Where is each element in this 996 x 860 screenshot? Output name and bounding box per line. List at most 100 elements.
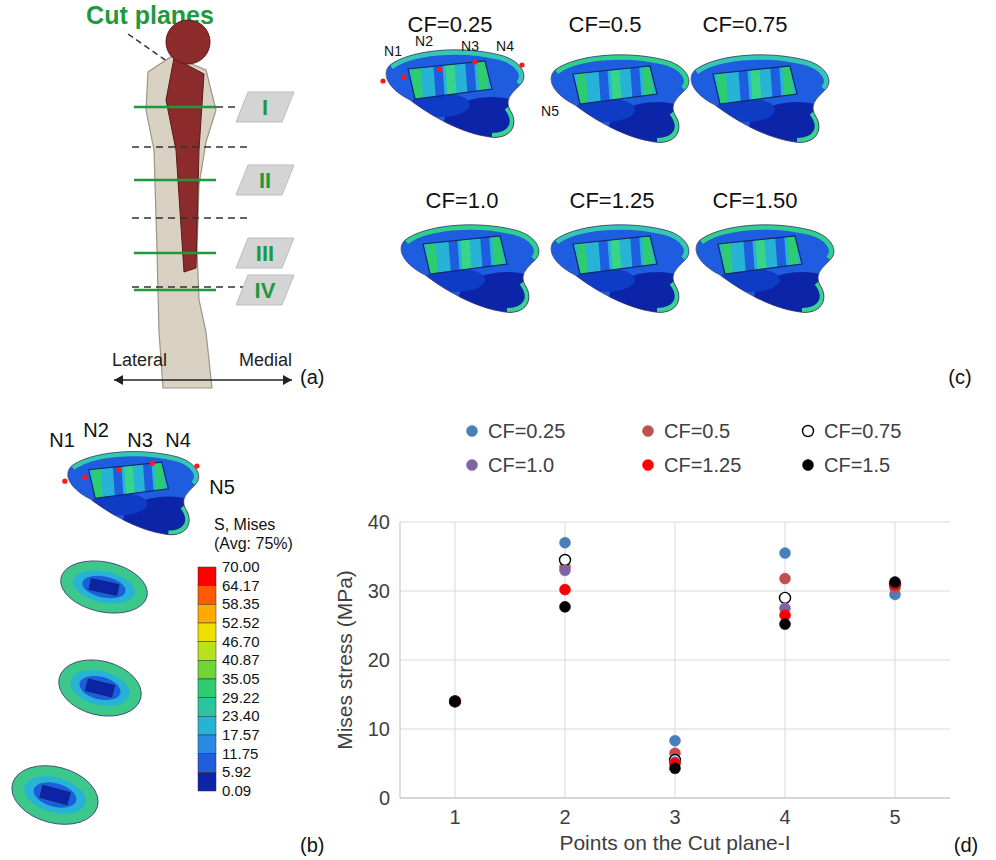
cross-section — [691, 50, 845, 154]
stress-band — [749, 50, 763, 120]
stress-band — [629, 220, 643, 290]
cut-plane — [236, 92, 294, 122]
cross-section — [5, 757, 104, 834]
zone-divider — [132, 146, 248, 147]
stress-band — [111, 447, 124, 514]
stem-outline — [408, 61, 492, 99]
cross-section — [696, 220, 850, 324]
colorbar-swatch — [198, 716, 216, 735]
direction-arrow — [114, 379, 292, 381]
section-mid — [20, 770, 90, 820]
colorbar-title: S, Mises — [214, 516, 275, 533]
section-inner — [77, 672, 123, 704]
legend-marker — [803, 460, 814, 471]
cut-line — [134, 179, 216, 182]
y-tick-label: 0 — [379, 787, 390, 809]
data-point — [780, 548, 791, 559]
case-label: CF=1.25 — [570, 188, 655, 213]
x-tick-label: 4 — [779, 806, 790, 828]
data-point — [890, 577, 901, 588]
stress-band — [123, 447, 136, 514]
node-label: N3 — [127, 429, 153, 451]
stress-band — [479, 220, 493, 290]
stem-section — [408, 45, 492, 115]
colorbar-tick-label: 58.35 — [222, 595, 260, 612]
section-fill — [401, 225, 555, 324]
cross-section — [386, 45, 540, 149]
stress-band — [444, 45, 458, 115]
stress-band — [715, 50, 729, 120]
legend-label: CF=0.75 — [824, 420, 901, 442]
stress-band — [609, 50, 623, 120]
data-point — [560, 554, 571, 565]
stress-band — [641, 220, 655, 290]
colorbar-tick-label: 70.00 — [222, 558, 260, 575]
colorbar-swatch — [198, 567, 216, 586]
figure: Cut planesIIIIIIIVLateralMedial(a) CF=0.2… — [0, 0, 996, 860]
data-point — [560, 584, 571, 595]
node-point — [401, 74, 406, 79]
stress-band — [491, 220, 505, 290]
node-point — [62, 479, 67, 484]
section-outline — [696, 225, 834, 313]
edge-band — [802, 282, 824, 312]
panel-letter: (d) — [954, 834, 978, 856]
cross-section — [68, 447, 214, 546]
node-label: N5 — [541, 103, 559, 119]
section-fill — [551, 225, 705, 324]
y-axis-title: Mises stress (MPa) — [333, 570, 356, 750]
data-point — [450, 696, 461, 707]
section-outer — [53, 652, 148, 725]
stress-band — [410, 45, 424, 115]
legend-label: CF=0.25 — [488, 420, 565, 442]
zone-divider — [216, 106, 240, 107]
node-point — [519, 62, 524, 67]
panel-a: Cut planesIIIIIIIVLateralMedial(a) — [86, 1, 324, 388]
section-outline — [401, 225, 539, 313]
colorbar-swatch — [198, 735, 216, 754]
node-point — [116, 467, 121, 472]
stem-outline — [89, 462, 169, 498]
section-fill — [386, 50, 540, 149]
stem-section — [713, 50, 797, 120]
edge-band — [492, 107, 514, 137]
section-outline — [691, 55, 829, 143]
legend-label: CF=1.0 — [488, 454, 554, 476]
stress-band — [597, 50, 611, 120]
y-axis — [400, 522, 401, 798]
legend-label: CF=1.25 — [664, 454, 741, 476]
stem-section — [89, 579, 119, 596]
cut-line — [134, 252, 216, 255]
legend-marker — [467, 426, 478, 437]
stress-band — [153, 447, 166, 514]
x-tick-label: 2 — [559, 806, 570, 828]
colorbar-tick-label: 11.75 — [222, 745, 258, 762]
edge-band — [657, 282, 679, 312]
grid-line — [400, 798, 950, 799]
x-axis — [400, 798, 950, 799]
legend-marker — [803, 426, 814, 437]
stress-band — [629, 50, 643, 120]
cut-line — [134, 289, 216, 292]
grid-line — [895, 522, 896, 798]
neck-axis — [128, 34, 168, 62]
zone-divider — [132, 286, 248, 287]
stress-band — [737, 50, 751, 120]
stress-band — [575, 50, 589, 120]
colorbar-swatch — [198, 679, 216, 698]
section-inner — [80, 572, 127, 602]
cut-plane — [236, 165, 294, 195]
case-label: CF=0.5 — [569, 12, 642, 37]
stress-band — [447, 220, 461, 290]
y-tick-label: 40 — [368, 511, 390, 533]
edge-band — [657, 112, 679, 142]
case-label: CF=1.50 — [713, 188, 798, 213]
edge-band — [507, 282, 529, 312]
data-point — [670, 735, 681, 746]
section-mid — [67, 664, 134, 711]
node-label: N2 — [83, 419, 109, 441]
x-tick-label: 3 — [669, 806, 680, 828]
panel-b: N1N2N3N4N5S, Mises(Avg: 75%)70.0064.1758… — [5, 419, 324, 856]
legend-label: CF=0.5 — [664, 420, 730, 442]
node-label: N5 — [209, 476, 235, 498]
